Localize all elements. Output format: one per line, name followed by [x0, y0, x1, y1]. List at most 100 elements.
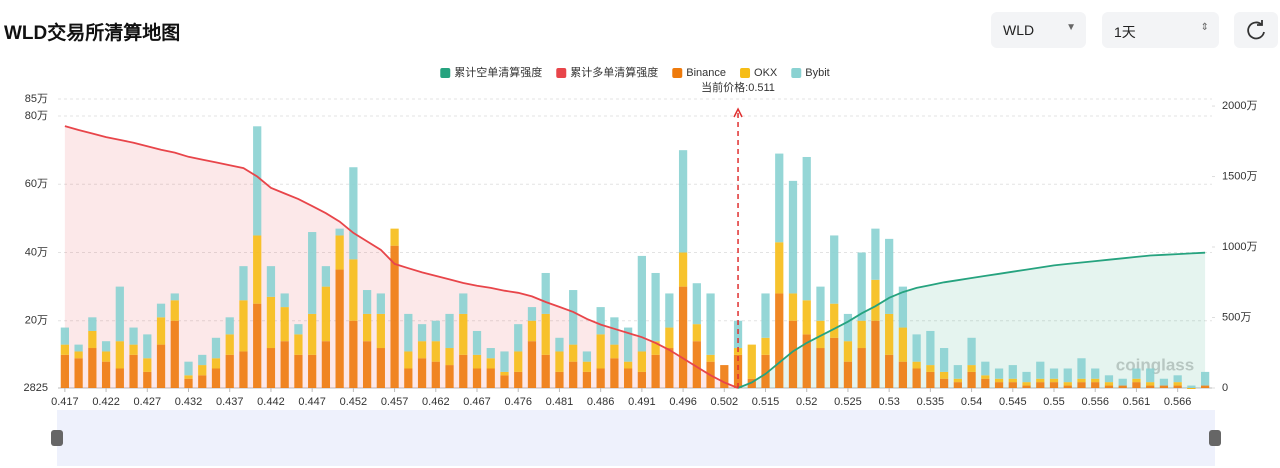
bar-segment: [500, 351, 509, 372]
legend-label: Bybit: [805, 67, 829, 79]
x-tick-label: 0.556: [1081, 396, 1109, 408]
symbol-select[interactable]: WLD ▼: [991, 12, 1086, 48]
bar-segment: [651, 272, 660, 342]
bar-segment: [500, 371, 509, 376]
bar-segment: [184, 375, 193, 379]
bar-segment: [802, 156, 811, 301]
bar-segment: [1036, 378, 1045, 383]
bar-segment: [321, 286, 331, 342]
x-tick-label: 0.515: [752, 396, 780, 408]
bar-segment: [830, 235, 839, 304]
bar-segment: [569, 344, 578, 362]
bar-segment: [335, 228, 344, 236]
bar-segment: [596, 334, 605, 369]
bar-segment: [1173, 382, 1182, 386]
zoom-slider[interactable]: [57, 410, 1215, 466]
bar-segment: [926, 371, 935, 388]
bar-segment: [60, 344, 69, 355]
y-tick-label: 20万: [25, 315, 48, 327]
bar-segment: [788, 320, 798, 388]
bar-segment: [349, 167, 358, 260]
bar-segment: [390, 228, 399, 246]
bar-segment: [610, 358, 619, 388]
bar-segment: [692, 324, 701, 342]
bar-segment: [211, 337, 221, 359]
bar-segment: [678, 286, 688, 388]
x-tick-label: 0.525: [834, 396, 862, 408]
bar-segment: [885, 238, 894, 314]
slider-handle[interactable]: [1209, 430, 1221, 446]
bar-segment: [651, 354, 660, 388]
bar-segment: [170, 320, 179, 388]
bar-segment: [445, 348, 454, 366]
refresh-button[interactable]: [1234, 12, 1278, 48]
bar-segment: [88, 317, 97, 331]
bar-segment: [88, 348, 97, 388]
bar-segment: [541, 354, 550, 388]
bar-segment: [981, 361, 990, 376]
y-tick-label: 85万: [25, 93, 48, 105]
interval-select[interactable]: 1天 ⇕: [1102, 12, 1219, 48]
bar-segment: [775, 153, 784, 243]
bar-segment: [1091, 382, 1100, 388]
bar-segment: [211, 368, 221, 388]
bar-segment: [637, 255, 646, 352]
bar-segment: [1201, 371, 1210, 386]
x-tick-label: 0.476: [504, 396, 532, 408]
x-tick-label: 0.452: [340, 396, 368, 408]
y2-tick-label: 1500万: [1222, 170, 1257, 182]
bar-segment: [953, 378, 962, 383]
slider-handle[interactable]: [51, 430, 63, 446]
bar-segment: [376, 348, 385, 388]
bar-segment: [198, 365, 207, 376]
bar-segment: [843, 341, 853, 362]
bar-segment: [404, 351, 413, 369]
bar-segment: [1104, 382, 1114, 386]
bar-segment: [624, 327, 633, 362]
line: [737, 251, 1206, 389]
bar-segment: [115, 286, 124, 342]
bar-segment: [349, 259, 358, 321]
bar-segment: [514, 371, 523, 388]
bar-segment: [459, 293, 468, 314]
bar-segment: [239, 266, 248, 301]
bar-segment: [871, 228, 880, 280]
bar-segment: [733, 320, 743, 349]
x-tick-label: 0.535: [917, 396, 945, 408]
bar-segment: [335, 235, 344, 270]
x-tick-label: 0.417: [51, 396, 79, 408]
bar-segment: [733, 354, 743, 388]
bar-segment: [514, 351, 523, 372]
bar-segment: [129, 327, 138, 345]
bar-segment: [1173, 385, 1182, 388]
bar-segment: [253, 235, 262, 304]
bar-segment: [1063, 368, 1072, 383]
bar-segment: [1118, 385, 1127, 388]
bar-segment: [747, 344, 756, 379]
bar-segment: [486, 358, 495, 369]
bar-segment: [665, 293, 674, 328]
bar-segment: [981, 375, 990, 379]
bar-segment: [239, 300, 248, 352]
legend-swatch: [672, 68, 683, 78]
bar-segment: [857, 252, 866, 321]
bar-segment: [871, 279, 880, 321]
bar-segment: [527, 307, 537, 321]
y2-tick-label: 0: [1222, 382, 1228, 394]
bar-segment: [390, 245, 399, 388]
bar-segment: [143, 358, 152, 372]
bar-segment: [843, 313, 853, 342]
bar-segment: [1091, 368, 1100, 379]
bar-segment: [156, 344, 166, 388]
bar-segment: [857, 348, 866, 388]
bar-segment: [994, 368, 1004, 379]
bar-segment: [1049, 382, 1059, 388]
bar-segment: [1118, 378, 1127, 386]
line-area: [64, 126, 738, 388]
y2-tick-label: 500万: [1222, 311, 1251, 323]
bar-segment: [294, 334, 303, 355]
bar-segment: [1201, 385, 1210, 388]
bar-segment: [816, 286, 825, 321]
bar-segment: [445, 313, 454, 349]
